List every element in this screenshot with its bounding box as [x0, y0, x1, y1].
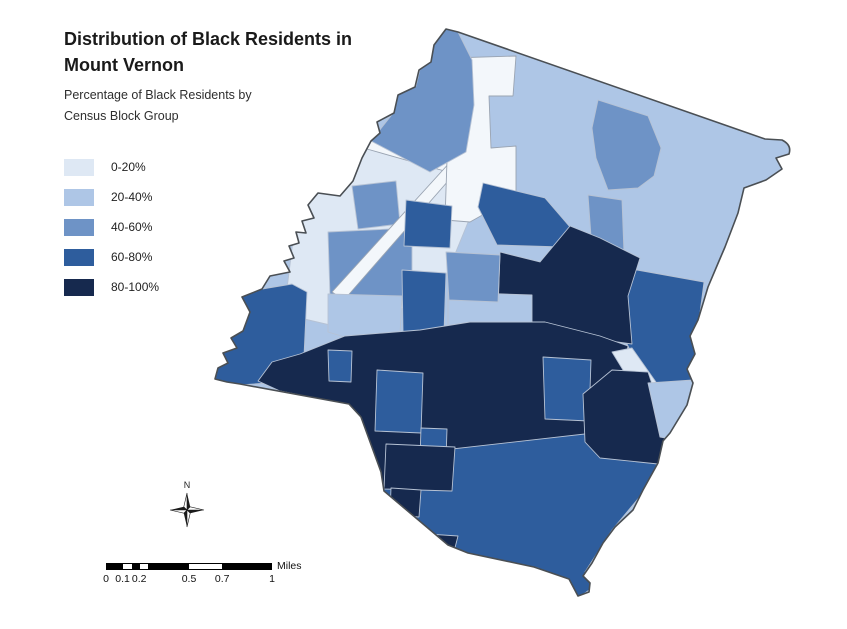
census-block: [374, 369, 424, 434]
north-label: N: [184, 480, 191, 490]
scale-tick: 0.5: [181, 573, 197, 585]
legend-item: 0-20%: [64, 152, 159, 182]
scale-tick: 0.7: [214, 573, 230, 585]
scale-unit-label: Miles: [277, 560, 302, 572]
subtitle: Percentage of Black Residents by Census …: [64, 85, 394, 127]
legend-label: 0-20%: [111, 160, 146, 174]
subtitle-line2: Census Block Group: [64, 109, 179, 123]
city-boundary: [214, 28, 791, 597]
legend-item: 20-40%: [64, 182, 159, 212]
legend-item: 40-60%: [64, 212, 159, 242]
scale-segment: [139, 564, 148, 569]
compass-point: [187, 493, 191, 510]
scale-segment: [123, 564, 132, 569]
census-block: [445, 251, 501, 303]
legend-label: 20-40%: [111, 190, 153, 204]
scale-segment: [131, 564, 140, 569]
census-block: [401, 269, 447, 333]
legend-swatch-40-60: [64, 218, 94, 236]
scale-tick: 0.2: [131, 573, 147, 585]
census-block: [383, 443, 456, 492]
legend: 0-20% 20-40% 40-60% 60-80% 80-100%: [64, 152, 159, 302]
census-block: [403, 199, 453, 249]
scale-bar-segments: [106, 563, 272, 570]
compass-point: [183, 510, 187, 527]
census-block: [351, 180, 401, 230]
census-block: [591, 99, 662, 191]
census-block: [396, 531, 459, 580]
header: Distribution of Black Residents in Mount…: [64, 26, 394, 127]
legend-item: 80-100%: [64, 272, 159, 302]
compass-point: [169, 509, 188, 514]
scale-segment: [188, 564, 222, 569]
page-title-line2: Mount Vernon: [64, 55, 184, 75]
legend-swatch-20-40: [64, 188, 94, 206]
compass-point: [187, 510, 204, 514]
legend-swatch-0-20: [64, 158, 94, 176]
scale-tick: 0: [103, 573, 109, 585]
page-title-line1: Distribution of Black Residents in: [64, 29, 353, 49]
legend-item: 60-80%: [64, 242, 159, 272]
legend-swatch-80-100: [64, 278, 94, 296]
legend-label: 60-80%: [111, 250, 153, 264]
compass-point: [186, 506, 205, 511]
legend-label: 80-100%: [111, 280, 160, 294]
compass-point: [186, 509, 191, 528]
scale-segment: [221, 564, 271, 569]
census-block: [327, 293, 403, 339]
scale-segment: [107, 564, 124, 569]
subtitle-line1: Percentage of Black Residents by: [64, 88, 252, 102]
scale-tick: 1: [269, 573, 275, 585]
scale-bar: 0 0.1 0.2 0.5 0.7 1 Miles: [100, 556, 320, 590]
scale-tick: 0.1: [115, 573, 130, 585]
census-block: [389, 487, 422, 518]
north-arrow: N: [169, 480, 205, 528]
scale-segment: [147, 564, 189, 569]
legend-label: 40-60%: [111, 220, 153, 234]
census-block: [327, 349, 353, 383]
legend-swatch-60-80: [64, 248, 94, 266]
compass-point: [170, 506, 187, 510]
